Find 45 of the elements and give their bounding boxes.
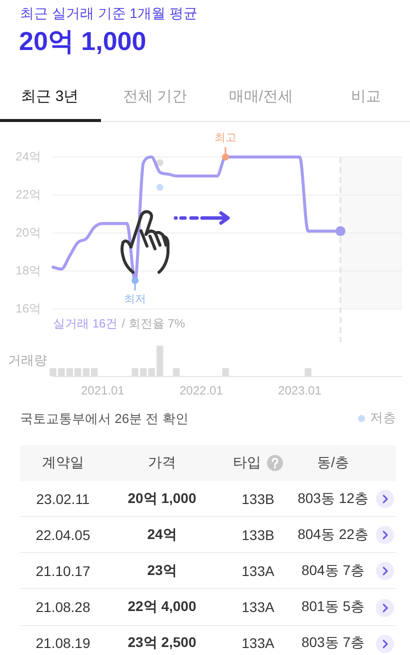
text: 133B: [242, 490, 274, 506]
text: 20억 1,000: [128, 490, 196, 508]
y-axis-title: 거래량: [8, 352, 47, 368]
text: 계약일: [42, 454, 84, 472]
text: 동/층: [317, 454, 349, 472]
y-tick-label: 20억: [16, 225, 41, 240]
y-tick-label: 16억: [16, 301, 41, 316]
text: 국토교통부에서 26분 전 확인: [20, 411, 188, 427]
text: 최근 3년: [21, 88, 79, 105]
text: 20억 1,000: [19, 26, 146, 56]
text: 24억: [147, 526, 177, 544]
text: 가격: [148, 454, 176, 472]
text: / 회전율 7%: [122, 316, 186, 330]
text: 22억 4,000: [128, 598, 196, 616]
annotation: 최고: [214, 132, 236, 144]
y-tick-label: 24억: [16, 149, 41, 164]
text: 23억 2,500: [128, 634, 196, 652]
text: 133B: [242, 526, 274, 543]
y-tick-label: 22억: [16, 187, 41, 202]
text: 21.08.19: [36, 635, 90, 652]
text: 최근 실거래 기준 1개월 평균: [20, 5, 198, 22]
text: 21.08.28: [36, 599, 90, 616]
x-tick-label: 2022.01: [179, 384, 224, 398]
text: 매매/전세: [228, 88, 294, 105]
legend-label: 저층: [370, 410, 396, 426]
text: 타입: [233, 454, 261, 472]
text: 804동 22층: [298, 526, 368, 544]
text: 804동 7층: [301, 562, 365, 580]
text: 전체 기간: [122, 88, 188, 105]
text: 21.10.17: [36, 562, 90, 579]
text: 803동 12층: [298, 490, 368, 508]
text: 133A: [242, 635, 274, 652]
text: 23.02.11: [36, 490, 90, 506]
text: 22.04.05: [36, 526, 90, 543]
text: 133A: [242, 599, 274, 616]
annotation: 최저: [124, 294, 146, 306]
text: 비교: [351, 88, 381, 105]
x-tick-label: 2021.01: [80, 384, 125, 398]
x-tick-label: 2023.01: [278, 384, 322, 398]
text: 실거래 16건: [53, 316, 118, 330]
text: 133A: [242, 562, 274, 579]
text: 801동 5층: [301, 598, 365, 616]
y-tick-label: 18억: [16, 263, 41, 278]
text: 23억: [147, 562, 177, 580]
text: 803동 7층: [301, 634, 365, 652]
